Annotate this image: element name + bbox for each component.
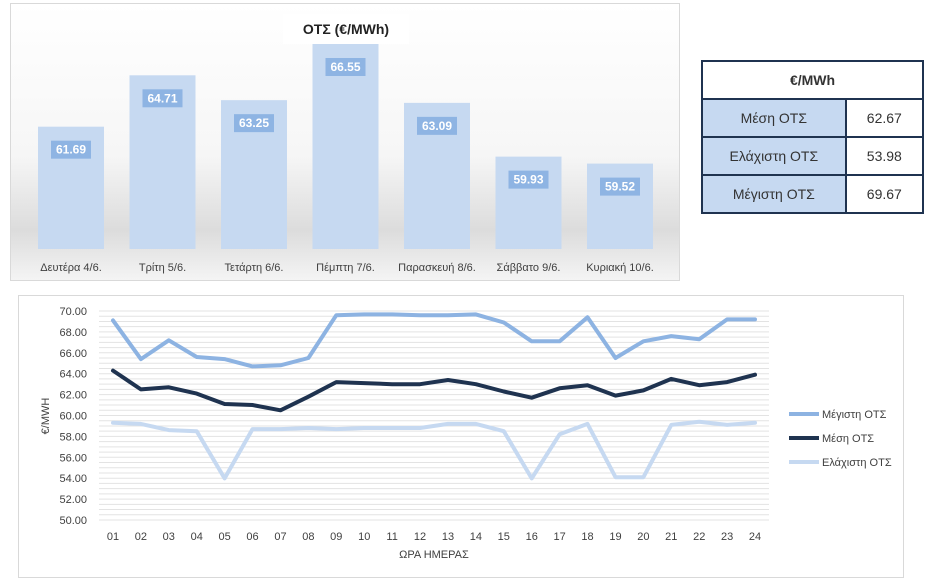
- bar-chart-panel: 61.69 Δευτέρα 4/6. 64.71 Τρίτη 5/6. 63.25 Τετ…: [10, 3, 680, 281]
- x-tick-label: 13: [442, 531, 454, 543]
- bar-data-label-2: 64.71: [147, 91, 177, 105]
- bar-6: [495, 156, 562, 249]
- x-tick-label: 08: [302, 531, 314, 543]
- bar-data-label-1: 61.69: [56, 143, 86, 157]
- bar-label-bg-4: [325, 58, 366, 76]
- y-tick-label: 60.00: [59, 411, 87, 423]
- x-tick-label: 18: [581, 531, 593, 543]
- x-tick-label: 09: [330, 531, 342, 543]
- y-tick-label: 58.00: [59, 431, 87, 443]
- y-tick-label: 52.00: [59, 494, 87, 506]
- x-tick-label: 07: [274, 531, 286, 543]
- x-tick-label: 04: [191, 531, 203, 543]
- bar-data-label-5: 63.09: [422, 119, 452, 133]
- stats-label-max: Μέγιστη ΟΤΣ: [701, 174, 847, 214]
- legend-label-1: Μέγιστη ΟΤΣ: [822, 409, 887, 421]
- bar-label-bg-3: [234, 114, 274, 133]
- y-axis-title: €/MWH: [40, 398, 52, 435]
- x-tick-label: 10: [358, 531, 370, 543]
- y-tick-label: 68.00: [59, 327, 87, 339]
- bar-category-label-5: Παρασκευή 8/6.: [398, 262, 476, 274]
- x-tick-label: 21: [665, 531, 677, 543]
- y-tick-label: 62.00: [59, 390, 87, 402]
- stats-row-avg: Μέση ΟΤΣ 62.67: [701, 98, 925, 138]
- y-tick-label: 64.00: [59, 369, 87, 381]
- y-tick-label: 56.00: [59, 452, 87, 464]
- bar-data-label-6: 59.93: [513, 173, 543, 187]
- bar-label-bg-2: [142, 89, 183, 108]
- bar-data-label-3: 63.25: [239, 116, 269, 130]
- x-tick-label: 06: [246, 531, 258, 543]
- x-tick-label: 02: [135, 531, 147, 543]
- bar-label-bg-6: [508, 170, 549, 189]
- x-tick-label: 17: [554, 531, 566, 543]
- bar-4: [312, 44, 379, 249]
- stats-value-avg: 62.67: [844, 98, 925, 138]
- bar-label-bg-7: [600, 177, 640, 196]
- bar-chart-title: ΟΤΣ (€/MWh): [283, 14, 409, 44]
- bar-category-label-2: Τρίτη 5/6.: [139, 262, 186, 274]
- x-tick-label: 19: [609, 531, 621, 543]
- y-tick-label: 50.00: [59, 515, 87, 527]
- x-tick-label: 05: [219, 531, 231, 543]
- line-chart-panel: 50.00 52.00 54.00 56.00 58.00 60.00 62.00 64.00…: [18, 295, 904, 578]
- bar-category-label-4: Πέμπτη 7/6.: [316, 262, 375, 274]
- x-tick-label: 11: [386, 531, 397, 543]
- x-tick-label: 20: [637, 531, 649, 543]
- stats-value-min: 53.98: [844, 136, 925, 176]
- bar-category-label-6: Σάββατο 9/6.: [497, 262, 561, 274]
- series-line-3: [111, 419, 757, 481]
- bar-category-label-1: Δευτέρα 4/6.: [40, 262, 102, 274]
- y-tick-label: 70.00: [59, 306, 87, 318]
- stats-label-min: Ελάχιστη ΟΤΣ: [701, 136, 847, 176]
- x-tick-label: 22: [693, 531, 705, 543]
- x-tick-label: 15: [498, 531, 510, 543]
- stats-row-max: Μέγιστη ΟΤΣ 69.67: [701, 174, 925, 214]
- x-axis-title: ΩΡΑ ΗΜΕΡΑΣ: [399, 549, 469, 561]
- y-tick-label: 54.00: [59, 473, 87, 485]
- stats-label-avg: Μέση ΟΤΣ: [701, 98, 847, 138]
- bar-data-label-4: 66.55: [330, 60, 360, 74]
- stats-table-header: €/MWh: [701, 60, 924, 100]
- x-tick-label: 03: [163, 531, 175, 543]
- bar-category-label-3: Τετάρτη 6/6.: [225, 262, 284, 274]
- x-tick-label: 14: [470, 531, 482, 543]
- legend-label-2: Μέση ΟΤΣ: [822, 433, 874, 445]
- series-line-2: [111, 368, 757, 413]
- bar-label-bg-5: [417, 116, 457, 135]
- y-tick-label: 66.00: [59, 348, 87, 360]
- bar-data-label-7: 59.52: [605, 180, 635, 194]
- series-line-1: [111, 312, 757, 369]
- stats-row-min: Ελάχιστη ΟΤΣ 53.98: [701, 136, 925, 176]
- bar-7: [587, 163, 653, 249]
- line-chart: 50.00 52.00 54.00 56.00 58.00 60.00 62.00 64.00…: [40, 306, 892, 561]
- bar-category-label-7: Κυριακή 10/6.: [586, 262, 654, 274]
- x-tick-label: 12: [414, 531, 426, 543]
- x-tick-label: 16: [526, 531, 538, 543]
- stats-table-header-row: €/MWh: [701, 60, 924, 100]
- bar-chart: 61.69 Δευτέρα 4/6. 64.71 Τρίτη 5/6. 63.25 Τετ…: [38, 44, 654, 274]
- bar-label-bg-1: [51, 140, 91, 159]
- stats-table: €/MWh Μέση ΟΤΣ 62.67 Ελάχιστη ΟΤΣ 53.98 …: [701, 60, 925, 214]
- x-tick-label: 01: [107, 531, 119, 543]
- legend-label-3: Ελάχιστη ΟΤΣ: [822, 457, 892, 469]
- stats-value-max: 69.67: [844, 174, 925, 214]
- x-tick-label: 23: [721, 531, 733, 543]
- x-tick-label: 24: [749, 531, 761, 543]
